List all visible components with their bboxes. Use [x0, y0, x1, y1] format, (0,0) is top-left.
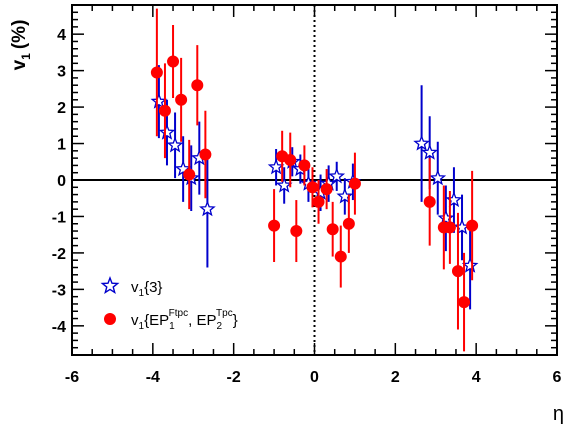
y-axis-title-sub: 1 — [19, 53, 33, 60]
data-point-circle — [458, 296, 471, 309]
data-point-star — [413, 134, 430, 151]
legend-circle-symbol — [104, 313, 116, 325]
y-tick-label: 0 — [57, 173, 66, 190]
data-point-circle — [150, 66, 163, 79]
y-tick-label: 3 — [57, 64, 66, 81]
y-tick-label: -3 — [52, 282, 66, 299]
y-axis-title: v1 (%) — [9, 20, 33, 71]
data-point-star — [158, 123, 176, 140]
data-point-circle — [298, 159, 311, 172]
data-point-circle — [199, 148, 212, 161]
data-point-star — [150, 92, 168, 109]
data-point-circle — [423, 195, 436, 208]
data-point-circle — [312, 195, 325, 208]
y-tick-label: -1 — [52, 209, 66, 226]
x-tick-label: 0 — [310, 369, 319, 386]
x-tick-label: 4 — [472, 369, 481, 386]
y-axis-title-unit: (%) — [9, 20, 30, 50]
data-point-circle — [183, 168, 196, 181]
data-point-star — [199, 200, 216, 217]
data-point-circle — [191, 79, 204, 92]
data-point-circle — [268, 219, 281, 232]
y-tick-label: 1 — [57, 137, 66, 154]
data-point-circle — [158, 104, 171, 117]
data-point-star — [275, 176, 293, 193]
legend-star-symbol — [100, 276, 120, 295]
data-series — [150, 8, 479, 352]
x-tick-label: -6 — [65, 369, 79, 386]
reference-lines — [72, 5, 557, 355]
y-tick-label: 2 — [57, 100, 66, 117]
series-v1-3 — [150, 65, 479, 310]
legend-marker-circle — [104, 313, 116, 325]
data-point-circle — [443, 221, 456, 234]
y-axis-title-main: v — [9, 59, 30, 70]
legend-label-v1-3: v1{3} — [131, 279, 162, 299]
data-point-star — [429, 169, 447, 186]
data-point-circle — [466, 219, 479, 232]
data-point-star — [166, 136, 184, 153]
data-point-circle — [334, 250, 347, 263]
series-v1-ep — [150, 8, 479, 352]
data-point-star — [421, 143, 439, 160]
data-point-circle — [284, 153, 297, 166]
x-axis-title: η — [553, 403, 564, 425]
svg-text:v1(%): v1 (%) — [9, 20, 33, 71]
data-point-circle — [175, 93, 188, 106]
legend-label-v1-ep: v1{EP1Ftpc, EP2Tpc} — [131, 308, 238, 332]
x-tick-label: 2 — [391, 369, 400, 386]
data-point-star — [174, 160, 192, 177]
data-point-star — [336, 187, 354, 204]
data-point-circle — [320, 183, 333, 196]
y-tick-label: 4 — [57, 27, 66, 44]
data-point-circle — [451, 265, 464, 278]
x-tick-label: -2 — [227, 369, 241, 386]
x-tick-label: -4 — [146, 369, 160, 386]
data-point-circle — [167, 55, 180, 68]
data-point-circle — [348, 177, 361, 190]
x-tick-label: 6 — [553, 369, 562, 386]
y-tick-label: -4 — [52, 319, 66, 336]
data-point-star — [328, 167, 346, 184]
data-point-circle — [290, 225, 303, 238]
legend-marker-star — [100, 276, 120, 295]
data-point-star — [461, 256, 479, 273]
data-point-circle — [326, 223, 339, 236]
y-tick-label: -2 — [52, 246, 66, 263]
data-point-circle — [306, 181, 319, 194]
legend: v1{3} v1{EP1Ftpc, EP2Tpc} — [100, 276, 238, 332]
data-point-star — [267, 158, 285, 175]
axis-ticks: -6 -4 -2 0 2 4 6 -4 -3 -2 -1 0 1 2 3 4 — [52, 4, 562, 386]
data-point-circle — [342, 217, 355, 230]
